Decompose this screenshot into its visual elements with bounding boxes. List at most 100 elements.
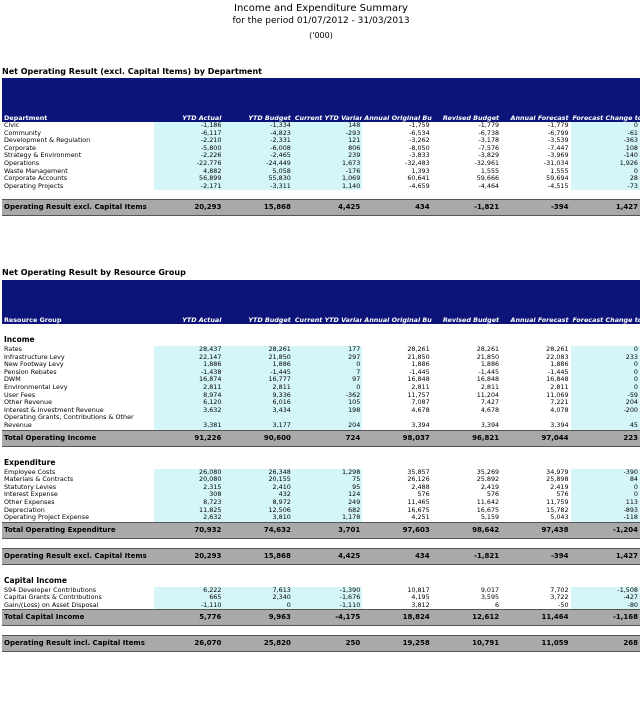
cell-value: 16,777: [223, 376, 293, 384]
cell-value: -6,534: [409, 129, 430, 137]
report-period: for the period 01/07/2012 - 31/03/2013: [232, 16, 410, 26]
column-header: Forecast Change to Revised Budget: [570, 280, 640, 324]
cell-value: -1,445: [223, 368, 293, 377]
cell-value: 11,759: [546, 498, 569, 506]
cell-value: 6,016: [223, 399, 293, 407]
cell-value: -32,961: [474, 159, 500, 167]
row-label: Operating Projects: [4, 182, 64, 190]
cell-value: -1,110: [292, 601, 363, 610]
cell-value: -59: [570, 391, 640, 400]
cell-value: -31,034: [543, 159, 569, 167]
cell-value: 2,632: [154, 514, 224, 523]
cell-value: 22,147: [154, 353, 224, 362]
table-row: Operations -22,776 -24,449 1,673 -32,483 -32,…: [2, 159, 640, 168]
row-label: S94 Developer Contributions: [4, 586, 97, 594]
cell-value: 25,898: [546, 476, 569, 484]
cell-value: 148: [292, 122, 363, 130]
cell-value: 268: [570, 635, 640, 653]
table-row: Corporate -5,800 -6,008 806 -8,050 -7,576 -7,4…: [2, 144, 640, 153]
cell-value: 16,848: [407, 376, 430, 384]
cell-value: 239: [292, 152, 363, 160]
cell-value: 95: [292, 483, 363, 492]
cell-value: -6,008: [223, 144, 293, 153]
group-heading: Income: [4, 335, 35, 344]
cell-value: 432: [223, 491, 293, 499]
cell-value: 9,336: [223, 391, 293, 400]
row-label: Other Revenue: [4, 399, 53, 407]
cell-value: 3,434: [223, 406, 293, 415]
total-row: Operating Result incl. Capital Items 26,0…: [2, 635, 640, 653]
cell-value: -176: [292, 167, 363, 176]
cell-value: 11,069: [546, 391, 569, 399]
column-header: YTD Actual: [154, 78, 224, 122]
cell-value: 7: [292, 368, 363, 377]
table-row: Materials & Contracts 20,080 20,155 75 26,12…: [2, 476, 640, 484]
row-label: Infrastructure Levy: [4, 353, 65, 361]
row-label: Operations: [4, 159, 40, 167]
cell-value: 2,811: [550, 383, 569, 391]
spacer-cell: [2, 538, 640, 548]
cell-value: 28,261: [223, 346, 293, 354]
cell-value: 20,293: [154, 199, 224, 217]
cell-value: -293: [292, 129, 363, 138]
cell-value: 2,410: [223, 483, 293, 492]
cell-value: 113: [570, 498, 640, 507]
cell-value: 4,425: [292, 199, 363, 217]
cell-value: 3,810: [223, 514, 293, 523]
cell-value: 28,437: [154, 346, 224, 354]
cell-value: -427: [570, 594, 640, 602]
cell-value: 5,043: [550, 514, 569, 522]
cell-value: -394: [501, 199, 571, 217]
table-row: New Footway Levy 1,886 1,886 0 1,886 1,886 1,8…: [2, 361, 640, 369]
cell-value: 97,438: [501, 521, 571, 539]
cell-value: 25,892: [476, 476, 500, 484]
cell-value: 2,811: [411, 383, 430, 391]
cell-value: 1,140: [292, 182, 363, 191]
row-label: Interest Expense: [4, 491, 58, 499]
cell-value: -4,515: [547, 182, 569, 190]
cell-value: 0: [223, 601, 293, 610]
cell-value: 2,340: [223, 594, 293, 602]
cell-value: 74,632: [223, 521, 293, 539]
cell-value: -200: [570, 406, 640, 415]
cell-value: -1,186: [154, 122, 224, 130]
cell-value: 56,899: [154, 175, 224, 183]
cell-value: 16,874: [154, 376, 224, 384]
row-label: Employee Costs: [4, 468, 56, 476]
cell-value: -2,226: [154, 152, 224, 160]
cell-value: 11,642: [476, 498, 500, 506]
cell-value: 97: [292, 376, 363, 384]
column-header-label: Resource Group: [2, 280, 154, 324]
column-header: Revised Budget: [431, 78, 502, 122]
column-header: Annual Forecast: [501, 78, 571, 122]
cell-value: 12,506: [223, 506, 293, 515]
cell-value: 96,821: [431, 429, 502, 447]
table-row: Rates 28,437 28,261 177 28,261 28,261 28,261 0: [2, 346, 640, 354]
group-heading: Capital Income: [4, 575, 67, 585]
spacer-row: [2, 564, 640, 574]
cell-value: [154, 414, 224, 422]
table-row: Other Expenses 8,723 8,972 249 11,465 11,642 1…: [2, 498, 640, 507]
cell-value: 2,488: [411, 483, 430, 491]
cell-value: -2,171: [154, 182, 224, 191]
cell-value: 20,293: [154, 547, 224, 565]
cell-value: 1,555: [480, 167, 500, 175]
cell-value: 7,427: [480, 399, 500, 407]
cell-value: -73: [570, 182, 640, 191]
cell-value: -1,445: [547, 368, 569, 376]
row-label: Other Expenses: [4, 498, 55, 506]
row-label: Corporate: [4, 144, 36, 152]
row-label: Environmental Levy: [4, 383, 68, 391]
cell-value: -1,676: [292, 594, 363, 602]
cell-value: 576: [556, 491, 569, 499]
row-label: Statutory Levies: [4, 483, 57, 491]
resource-table: Resource Group YTD Actual YTD Budget Curren…: [2, 280, 640, 653]
cell-value: 11,825: [154, 506, 224, 515]
cell-value: 97,044: [501, 429, 571, 447]
table-header-row: Resource Group YTD Actual YTD Budget Curren…: [2, 280, 640, 324]
cell-value: -3,311: [223, 182, 293, 191]
cell-value: 105: [292, 399, 363, 407]
column-header: Annual Forecast: [501, 280, 571, 324]
total-row: Operating Result excl. Capital Items 20,2…: [2, 547, 640, 565]
